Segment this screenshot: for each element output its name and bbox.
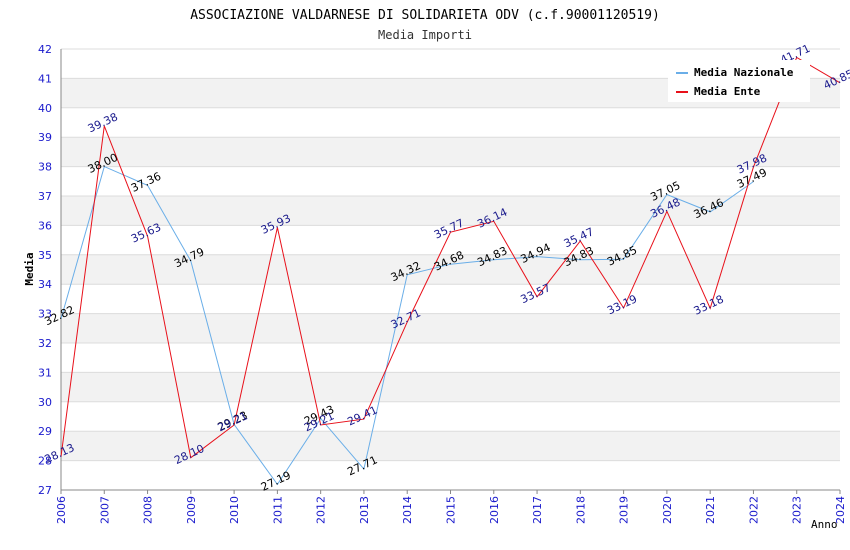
legend: Media Nazionale Media Ente bbox=[668, 60, 810, 102]
data-label: 33.57 bbox=[519, 281, 553, 306]
y-tick-label: 30 bbox=[38, 396, 52, 409]
grid-band bbox=[61, 313, 840, 343]
grid-band bbox=[61, 372, 840, 402]
y-tick-label: 37 bbox=[38, 190, 52, 203]
x-tick-label: 2024 bbox=[834, 496, 847, 524]
legend-label: Media Nazionale bbox=[694, 66, 794, 79]
chart-title: ASSOCIAZIONE VALDARNESE DI SOLIDARIETA O… bbox=[190, 8, 660, 23]
data-label: 39.38 bbox=[86, 110, 120, 135]
y-tick-label: 42 bbox=[38, 43, 52, 56]
x-tick-label: 2014 bbox=[401, 496, 414, 524]
grid-band bbox=[61, 254, 840, 285]
x-tick-label: 2006 bbox=[55, 496, 68, 524]
y-tick-label: 39 bbox=[38, 131, 52, 144]
series-line bbox=[60, 56, 841, 459]
x-tick-label: 2015 bbox=[445, 496, 458, 524]
legend-box bbox=[668, 60, 810, 102]
x-tick-label: 2011 bbox=[271, 496, 284, 524]
x-tick-label: 2013 bbox=[358, 496, 371, 524]
y-tick-label: 29 bbox=[38, 425, 52, 438]
y-tick-label: 33 bbox=[38, 308, 52, 321]
x-tick-label: 2010 bbox=[228, 496, 241, 524]
y-tick-label: 34 bbox=[38, 278, 52, 291]
x-tick-label: 2019 bbox=[618, 496, 631, 524]
y-axis-ticks: 27 28 29 30 31 32 33 34 35 36 37 38 39 40 41 42 bbox=[38, 43, 52, 497]
legend-label: Media Ente bbox=[694, 85, 761, 98]
y-tick-label: 36 bbox=[38, 219, 52, 232]
x-tick-label: 2020 bbox=[661, 496, 674, 524]
x-tick-label: 2021 bbox=[704, 496, 717, 524]
grid-band bbox=[61, 137, 840, 167]
x-tick-label: 2016 bbox=[488, 496, 501, 524]
x-axis-label: Anno bbox=[811, 518, 838, 531]
y-tick-label: 38 bbox=[38, 161, 52, 174]
data-label: 37.36 bbox=[129, 170, 163, 195]
y-tick-label: 28 bbox=[38, 455, 52, 468]
x-tick-label: 2008 bbox=[142, 496, 155, 524]
data-label: 29.41 bbox=[345, 403, 379, 428]
data-label: 28.13 bbox=[42, 441, 76, 466]
series-line bbox=[60, 165, 754, 486]
y-tick-label: 31 bbox=[38, 366, 52, 379]
y-tick-label: 40 bbox=[38, 102, 52, 115]
y-tick-label: 32 bbox=[38, 337, 52, 350]
x-tick-label: 2018 bbox=[574, 496, 587, 524]
x-tick-label: 2009 bbox=[185, 496, 198, 524]
chart-subtitle: Media Importi bbox=[378, 28, 472, 42]
x-tick-label: 2007 bbox=[98, 496, 111, 524]
x-tick-label: 2012 bbox=[315, 496, 328, 524]
y-tick-label: 35 bbox=[38, 249, 52, 262]
x-tick-label: 2023 bbox=[791, 496, 804, 524]
plot-bands bbox=[61, 78, 840, 461]
y-axis-label: Media bbox=[23, 252, 36, 285]
y-tick-label: 27 bbox=[38, 484, 52, 497]
x-axis-ticks: 2006 2007 2008 2009 2010 2011 2012 2013 2014 2015… bbox=[55, 490, 847, 524]
grid-band bbox=[61, 196, 840, 226]
y-tick-label: 41 bbox=[38, 72, 52, 85]
x-tick-label: 2022 bbox=[747, 496, 760, 524]
x-tick-label: 2017 bbox=[531, 496, 544, 524]
series-lines bbox=[60, 56, 841, 486]
